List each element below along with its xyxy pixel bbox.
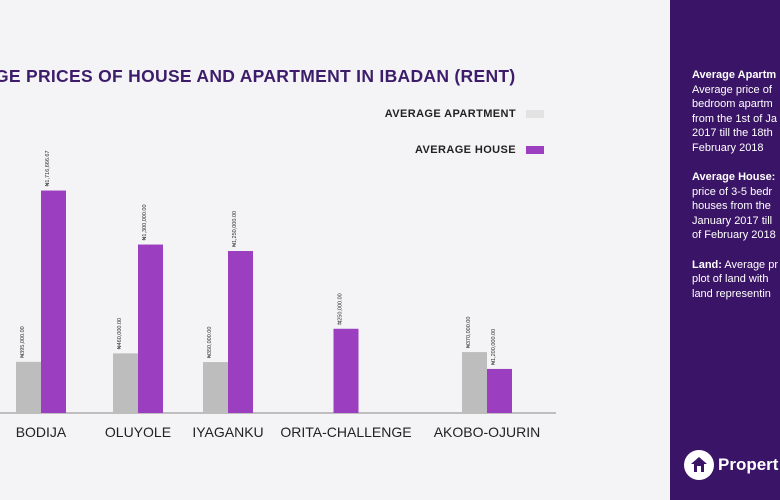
- land-note-title: Land:: [692, 258, 722, 271]
- legend-label-house: AVERAGE HOUSE: [415, 144, 516, 156]
- legend-swatch-apartment: [526, 110, 544, 118]
- brand-name: Propert: [718, 455, 779, 474]
- land-note: Land: Average pr plot of land with land …: [692, 258, 780, 302]
- category-labels-group: BODIJA OLUYOLE IYAGANKU ORITA-CHALLENGE AKOB…: [16, 424, 541, 440]
- bar-house: [333, 328, 359, 413]
- bar-apartment: [462, 352, 487, 413]
- category-label: ORITA-CHALLENGE: [280, 424, 411, 440]
- value-labels-group: ₦395,000.00 ₦1,716,666.67 ₦460,000.00 ₦1,30…: [20, 150, 497, 364]
- category-label: AKOBO-OJURIN: [434, 424, 541, 440]
- value-label-house: ₦1,250,000.00: [232, 211, 238, 247]
- value-label-apartment: ₦460,000.00: [117, 318, 123, 350]
- legend-label-apartment: AVERAGE APARTMENT: [384, 108, 516, 120]
- value-label-house: ₦1,300,000.00: [142, 204, 148, 240]
- legend-item-house: AVERAGE HOUSE: [385, 140, 544, 160]
- legend-swatch-house: [526, 146, 544, 154]
- side-panel-text: Average Apartm Average price of bedroom …: [692, 68, 780, 316]
- apartment-note-line: Average price of: [692, 83, 772, 96]
- house-note-line: price of 3-5 bedr: [692, 185, 773, 198]
- value-label-house: ₦250,000.00: [338, 293, 344, 325]
- category-label: OLUYOLE: [105, 424, 171, 440]
- category-label: BODIJA: [16, 424, 67, 440]
- bar-house: [138, 244, 163, 413]
- house-note: Average House: price of 3-5 bedr houses …: [692, 170, 780, 243]
- apartment-note-line: from the 1st of Ja: [692, 112, 777, 125]
- land-note-line: plot of land with: [692, 273, 769, 285]
- chart-legend: AVERAGE APARTMENT AVERAGE HOUSE: [385, 104, 544, 176]
- value-label-apartment: ₦350,000.00: [207, 327, 213, 359]
- value-label-apartment: ₦370,000.00: [466, 317, 472, 349]
- value-label-apartment: ₦395,000.00: [20, 326, 26, 358]
- bar-chart: ₦395,000.00 ₦1,716,666.67 ₦460,000.00 ₦1,30…: [0, 150, 556, 440]
- land-note-line: land representin: [692, 287, 771, 300]
- apartment-note-title: Average Apartm: [692, 69, 777, 81]
- chart-title: AGE PRICES OF HOUSE AND APARTMENT IN IBA…: [0, 66, 516, 86]
- brand-logo-icon: [684, 450, 714, 480]
- category-label: IYAGANKU: [192, 424, 263, 440]
- house-note-line: of February 2018: [692, 229, 776, 241]
- bar-apartment: [203, 362, 228, 413]
- bar-house: [41, 190, 66, 413]
- bar-house: [487, 368, 512, 413]
- land-note-line: Average pr: [721, 258, 779, 271]
- apartment-note-line: February 2018: [692, 141, 764, 154]
- bars-group: [16, 190, 512, 413]
- apartment-note-line: bedroom apartm: [692, 98, 773, 110]
- value-label-house: ₦1,200,000.00: [491, 329, 497, 365]
- legend-item-apartment: AVERAGE APARTMENT: [385, 104, 544, 124]
- land-note-first-line: Land: Average pr: [692, 258, 780, 273]
- house-note-title: Average House:: [692, 171, 776, 183]
- house-note-line: houses from the: [692, 200, 771, 212]
- bar-house: [228, 251, 253, 413]
- value-label-house: ₦1,716,666.67: [45, 150, 51, 186]
- apartment-note-line: 2017 till the 18th: [692, 127, 773, 139]
- side-panel: Average Apartm Average price of bedroom …: [670, 0, 780, 500]
- apartment-note: Average Apartm Average price of bedroom …: [692, 68, 780, 155]
- bar-apartment: [113, 353, 138, 413]
- brand[interactable]: Propert: [684, 450, 778, 480]
- house-note-line: January 2017 till: [692, 214, 773, 227]
- bar-apartment: [16, 361, 41, 413]
